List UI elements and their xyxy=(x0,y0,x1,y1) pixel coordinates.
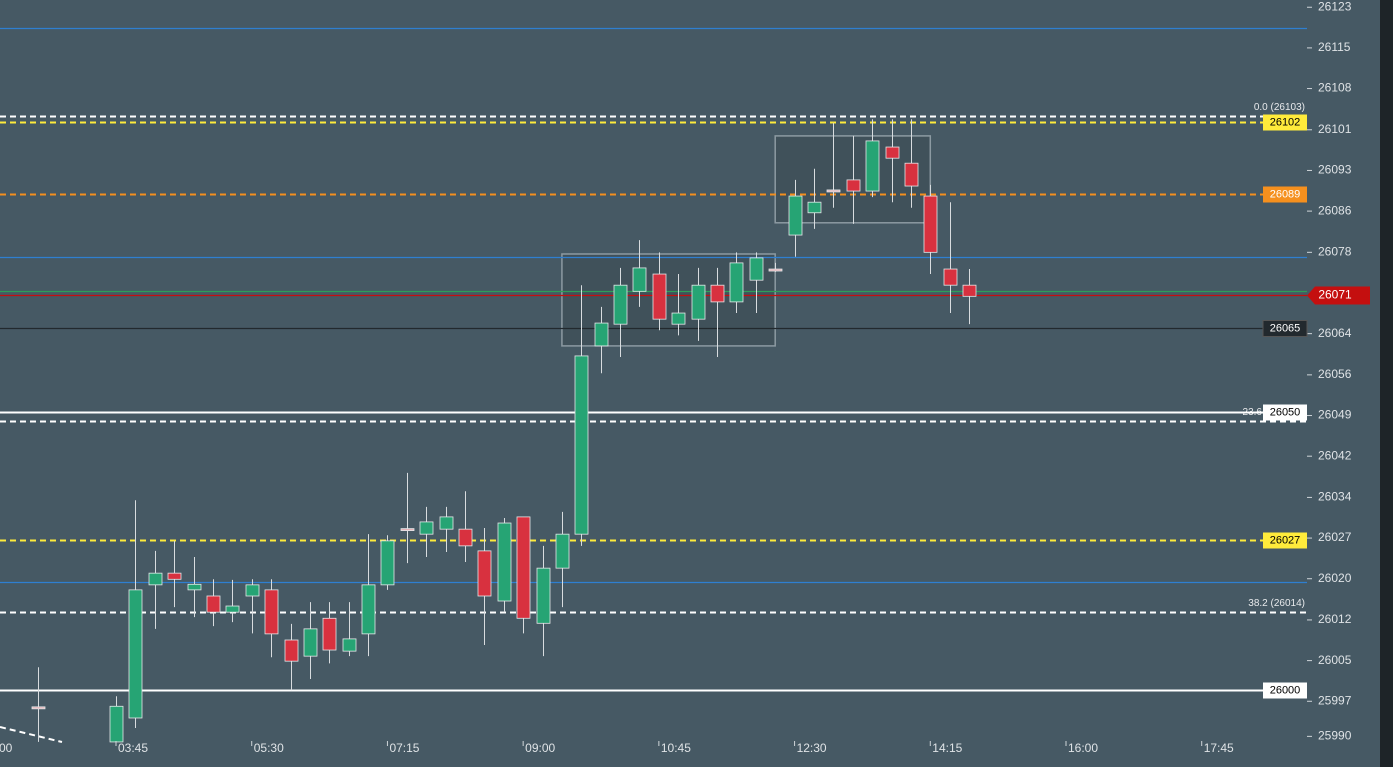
candle-body xyxy=(962,284,977,297)
level-label: 38.2 (26014) xyxy=(1248,598,1305,609)
candle-body xyxy=(536,567,551,624)
candle-body xyxy=(284,639,299,662)
tags: 26102 26089 26071 26065 26050 26027 26000 xyxy=(1262,114,1370,699)
level-tag xyxy=(1263,532,1307,549)
x-tick-label: 03:45 xyxy=(118,741,148,755)
x-tick-label: 12:30 xyxy=(797,741,827,755)
y-tick-label: 26115 xyxy=(1318,40,1351,54)
level-tag xyxy=(1263,186,1307,203)
level-tag-label: 26065 xyxy=(1270,322,1301,334)
candle-body xyxy=(710,284,725,303)
candle-body xyxy=(400,528,415,532)
candle-body xyxy=(245,584,260,597)
y-tick-label: 26108 xyxy=(1318,81,1352,95)
candle-body xyxy=(943,268,958,286)
y-tick-label: 26064 xyxy=(1318,326,1352,340)
candle-body xyxy=(768,268,783,272)
y-tick-label: 26034 xyxy=(1318,490,1352,504)
x-tick-label: 02:00 xyxy=(0,741,13,755)
candle-body xyxy=(516,516,531,619)
candle-body xyxy=(148,572,163,586)
candle-body xyxy=(497,522,512,602)
candle-body xyxy=(574,355,589,535)
y-tick-label: 26042 xyxy=(1318,448,1352,462)
candle-body xyxy=(749,257,764,281)
candle-body xyxy=(477,550,492,597)
price-tag-label: 26071 xyxy=(1318,288,1352,302)
scrollbar xyxy=(1380,0,1393,767)
candle-body xyxy=(729,262,744,303)
x-tick-label: 05:30 xyxy=(254,741,284,755)
candle-body xyxy=(264,589,279,635)
y-tick-label: 26123 xyxy=(1318,0,1352,13)
axes: 26123 26115 26108 26101 26093 26086 26078 26064… xyxy=(0,0,1352,755)
candle-body xyxy=(206,595,221,613)
candle-body xyxy=(361,584,376,635)
candle-body xyxy=(671,312,686,325)
y-tick-label: 26093 xyxy=(1318,163,1352,177)
y-tick-label: 26101 xyxy=(1318,122,1352,136)
candle-body xyxy=(225,605,240,613)
candle-body xyxy=(128,589,143,719)
candles xyxy=(31,119,977,743)
candle-body xyxy=(885,146,900,159)
candle-body xyxy=(807,201,822,214)
candle-body xyxy=(322,617,337,651)
candle-body xyxy=(904,162,919,187)
candle-body xyxy=(826,189,841,193)
candle-body xyxy=(187,583,202,591)
candle-body xyxy=(31,706,46,710)
x-tick-label: 16:00 xyxy=(1068,741,1098,755)
candle-body xyxy=(652,273,667,320)
candle-body xyxy=(109,705,124,743)
y-tick-label: 26056 xyxy=(1318,367,1352,381)
level-tag-label: 26089 xyxy=(1270,188,1301,200)
candle-body xyxy=(342,638,357,652)
candle-body xyxy=(613,284,628,325)
y-tick-label: 26086 xyxy=(1318,203,1352,217)
candle-body xyxy=(594,322,609,347)
level-label: 0.0 (26103) xyxy=(1254,102,1305,113)
candle-body xyxy=(846,179,861,192)
candle-body xyxy=(167,572,182,580)
level-tag-label: 26050 xyxy=(1270,406,1301,418)
y-tick-label: 26027 xyxy=(1318,530,1352,544)
candle-body xyxy=(691,284,706,320)
y-tick-label: 26078 xyxy=(1318,244,1352,258)
y-tick-label: 25997 xyxy=(1318,693,1352,707)
candle-body xyxy=(380,540,395,586)
candle-body xyxy=(303,628,318,657)
candle-body xyxy=(923,195,938,253)
x-tick-label: 10:45 xyxy=(661,741,691,755)
candle-body xyxy=(439,516,454,530)
candle-body xyxy=(458,528,473,547)
level-tag xyxy=(1263,682,1307,699)
candle-body xyxy=(419,521,434,535)
trend-line xyxy=(0,726,63,743)
y-tick-label: 26012 xyxy=(1318,612,1352,626)
y-tick-label: 26005 xyxy=(1318,653,1352,667)
x-tick-label: 14:15 xyxy=(932,741,962,755)
y-tick-label: 25990 xyxy=(1318,729,1352,743)
price-tag xyxy=(1307,286,1370,305)
level-tag xyxy=(1263,114,1307,131)
level-tag xyxy=(1262,320,1308,337)
level-tag-label: 26000 xyxy=(1270,684,1301,696)
y-tick-label: 26020 xyxy=(1318,571,1352,585)
candle-body xyxy=(632,267,647,292)
level-tag-label: 26027 xyxy=(1270,534,1301,546)
level-tag xyxy=(1263,404,1307,421)
x-tick-label: 17:45 xyxy=(1204,741,1234,755)
candle-body xyxy=(865,140,880,192)
candle-body xyxy=(788,195,803,236)
x-tick-label: 09:00 xyxy=(525,741,555,755)
candle-body xyxy=(555,533,570,569)
level-tag-label: 26102 xyxy=(1270,116,1301,128)
x-tick-label: 07:15 xyxy=(389,741,419,755)
y-tick-label: 26049 xyxy=(1318,408,1352,422)
